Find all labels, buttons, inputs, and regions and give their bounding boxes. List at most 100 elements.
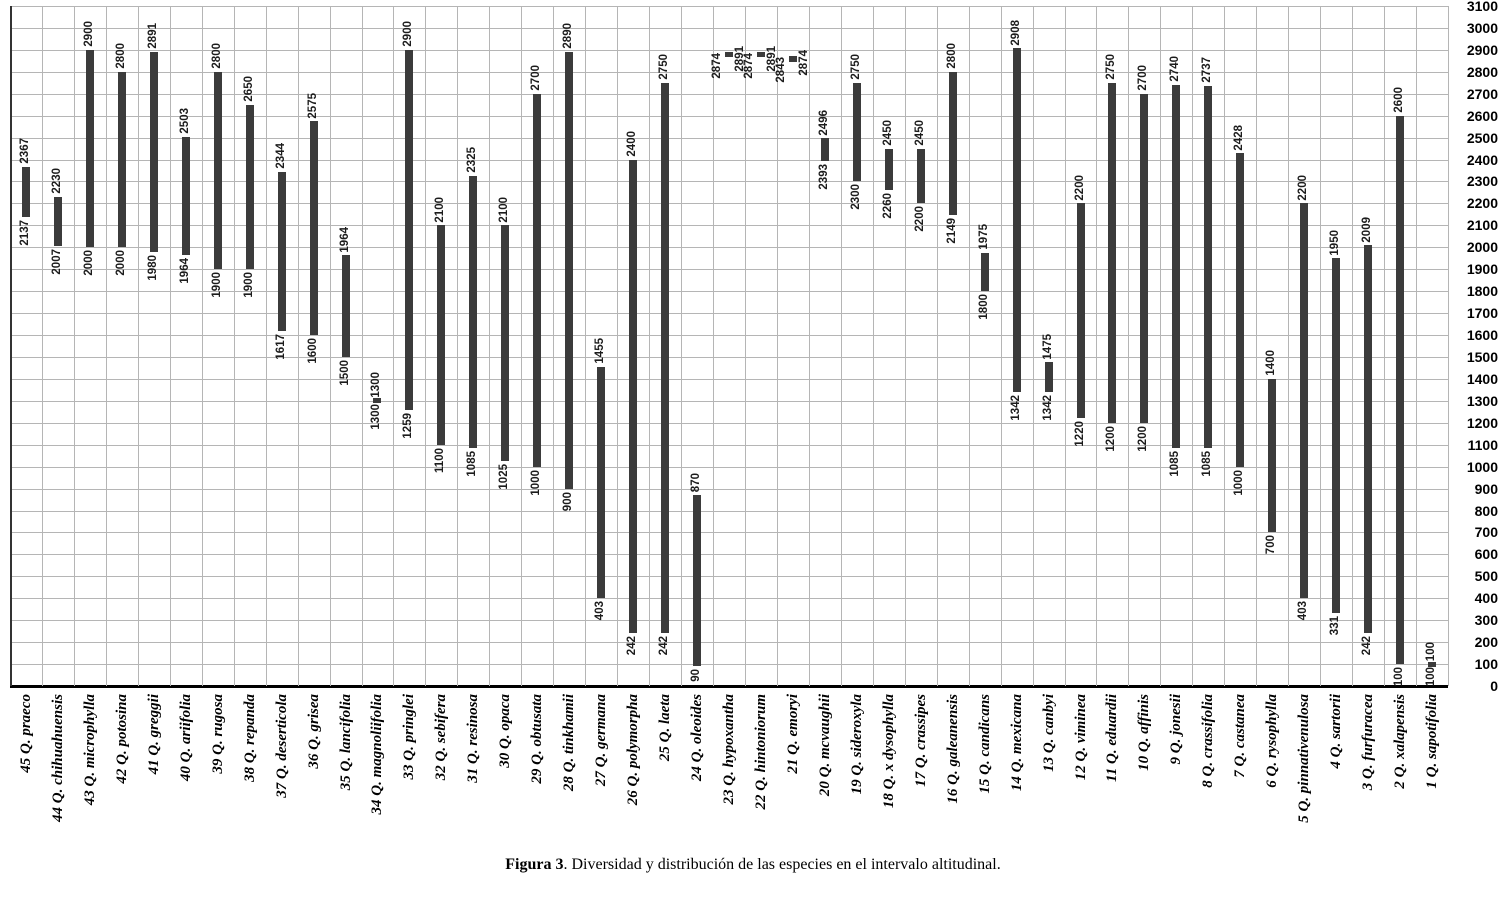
y-axis-tick-label: 1600 bbox=[1466, 327, 1498, 344]
gridline-horizontal bbox=[10, 356, 1448, 358]
max-value-label: 2100 bbox=[498, 196, 511, 223]
altitude-range-bar bbox=[53, 196, 62, 246]
altitude-range-bar bbox=[245, 104, 254, 270]
min-value-label: 1259 bbox=[402, 412, 415, 439]
max-value-label: 1964 bbox=[338, 226, 351, 253]
min-value-label: 2393 bbox=[817, 164, 830, 190]
gridline-vertical bbox=[297, 6, 299, 686]
max-value-label: 2200 bbox=[1073, 174, 1086, 201]
y-axis-tick-label: 900 bbox=[1474, 480, 1498, 497]
x-axis-species-label: 42 Q. potosina bbox=[113, 694, 130, 784]
min-value-label: 2200 bbox=[913, 206, 926, 232]
altitude-range-bar bbox=[1300, 203, 1309, 598]
y-axis-tick-label: 2100 bbox=[1466, 217, 1498, 234]
gridline-horizontal bbox=[10, 620, 1448, 622]
x-axis-species-label: 41 Q. greggii bbox=[145, 694, 162, 775]
max-value-label: 1975 bbox=[977, 224, 990, 250]
x-axis-species-label: 29 Q. obtusata bbox=[529, 694, 546, 784]
gridline-vertical bbox=[105, 6, 107, 686]
max-value-label: 2800 bbox=[210, 43, 223, 69]
gridline-vertical bbox=[1064, 6, 1066, 686]
caption-figure-number: Figura 3 bbox=[505, 856, 564, 873]
min-value-label: 1100 bbox=[434, 447, 447, 473]
max-value-label: 2450 bbox=[881, 120, 894, 146]
x-axis-line bbox=[10, 685, 1448, 688]
y-axis-tick-label: 400 bbox=[1474, 590, 1498, 607]
gridline-horizontal bbox=[10, 181, 1448, 183]
x-axis-species-label: 33 Q. pringlei bbox=[401, 694, 418, 780]
altitude-range-bar bbox=[277, 171, 286, 332]
x-axis-species-label: 37 Q. deserticola bbox=[273, 694, 290, 798]
y-axis-tick-label: 3000 bbox=[1466, 19, 1498, 36]
max-value-label: 2400 bbox=[626, 130, 639, 157]
min-value-label: 403 bbox=[594, 600, 607, 620]
altitude-range-bar bbox=[1268, 378, 1277, 533]
x-axis-species-label: 45 Q. praeco bbox=[17, 694, 34, 773]
gridline-vertical bbox=[233, 6, 235, 686]
y-axis-tick-label: 100 bbox=[1474, 656, 1498, 673]
y-axis-tick-label: 1200 bbox=[1466, 414, 1498, 431]
min-value-label: 1220 bbox=[1073, 421, 1086, 447]
gridline-vertical bbox=[41, 6, 43, 686]
y-axis-tick-label: 1900 bbox=[1466, 261, 1498, 278]
gridline-horizontal bbox=[10, 225, 1448, 227]
gridline-horizontal bbox=[10, 576, 1448, 578]
max-value-label: 2874 bbox=[797, 49, 810, 76]
gridline-vertical bbox=[489, 6, 491, 686]
min-value-label: 2843 bbox=[774, 56, 787, 83]
max-value-label: 2890 bbox=[562, 23, 575, 50]
y-axis-line bbox=[10, 6, 12, 686]
gridline-horizontal bbox=[10, 71, 1448, 73]
min-value-label: 242 bbox=[1361, 635, 1374, 656]
gridline-vertical bbox=[840, 6, 842, 686]
x-axis-species-label: 18 Q. x dysophylla bbox=[880, 694, 897, 809]
min-value-label: 1200 bbox=[1137, 425, 1150, 452]
x-axis-species-label: 28 Q. tinkhamii bbox=[561, 694, 578, 792]
gridline-vertical bbox=[1416, 6, 1418, 686]
y-axis-tick-label: 2400 bbox=[1466, 151, 1498, 168]
y-axis-tick-label: 2600 bbox=[1466, 107, 1498, 124]
max-value-label: 100 bbox=[1425, 641, 1438, 662]
gridline-horizontal bbox=[10, 378, 1448, 380]
altitude-range-bar bbox=[85, 49, 94, 248]
max-value-label: 2800 bbox=[945, 43, 958, 69]
x-axis-species-label: 26 Q. polymorpha bbox=[625, 694, 642, 806]
gridline-vertical bbox=[1000, 6, 1002, 686]
min-value-label: 2000 bbox=[114, 250, 127, 276]
gridline-vertical bbox=[73, 6, 75, 686]
x-axis-species-label: 22 Q. hintoniorum bbox=[752, 694, 769, 810]
altitude-range-bar bbox=[565, 52, 574, 489]
gridline-horizontal bbox=[10, 93, 1448, 95]
x-axis-species-label: 32 Q. sebifera bbox=[433, 694, 450, 781]
gridline-horizontal bbox=[10, 137, 1448, 139]
altitude-range-bar bbox=[1044, 362, 1053, 392]
x-axis-species-label: 39 Q. rugosa bbox=[209, 694, 226, 774]
x-axis-species-label: 16 Q. galeanensis bbox=[944, 694, 961, 804]
x-axis-species-label: 13 Q. canbyi bbox=[1040, 694, 1057, 772]
gridline-vertical bbox=[968, 6, 970, 686]
max-value-label: 2800 bbox=[114, 43, 127, 69]
min-value-label: 2007 bbox=[50, 248, 63, 275]
min-value-label: 1025 bbox=[498, 464, 511, 490]
min-value-label: 1085 bbox=[1169, 451, 1182, 477]
gridline-horizontal bbox=[10, 6, 1448, 7]
y-axis-tick-label: 2000 bbox=[1466, 239, 1498, 256]
y-axis-tick-label: 1700 bbox=[1466, 305, 1498, 322]
max-value-label: 2700 bbox=[530, 65, 543, 91]
x-axis-species-label: 21 Q. emoryi bbox=[784, 694, 801, 774]
min-value-label: 1500 bbox=[338, 359, 351, 386]
gridline-horizontal bbox=[10, 291, 1448, 293]
y-axis-tick-label: 1000 bbox=[1466, 458, 1498, 475]
min-value-label: 2260 bbox=[881, 193, 894, 219]
gridline-vertical bbox=[521, 6, 523, 686]
min-value-label: 242 bbox=[658, 635, 671, 656]
gridline-horizontal bbox=[10, 488, 1448, 490]
x-axis-species-label: 6 Q. rysophylla bbox=[1264, 694, 1281, 788]
max-value-label: 2740 bbox=[1169, 56, 1182, 82]
figure-caption: Figura 3. Diversidad y distribución de l… bbox=[0, 856, 1506, 874]
max-value-label: 2100 bbox=[434, 196, 447, 223]
altitude-range-bar bbox=[948, 71, 957, 215]
altitude-range-bar bbox=[725, 51, 733, 57]
max-value-label: 1400 bbox=[1265, 350, 1278, 376]
